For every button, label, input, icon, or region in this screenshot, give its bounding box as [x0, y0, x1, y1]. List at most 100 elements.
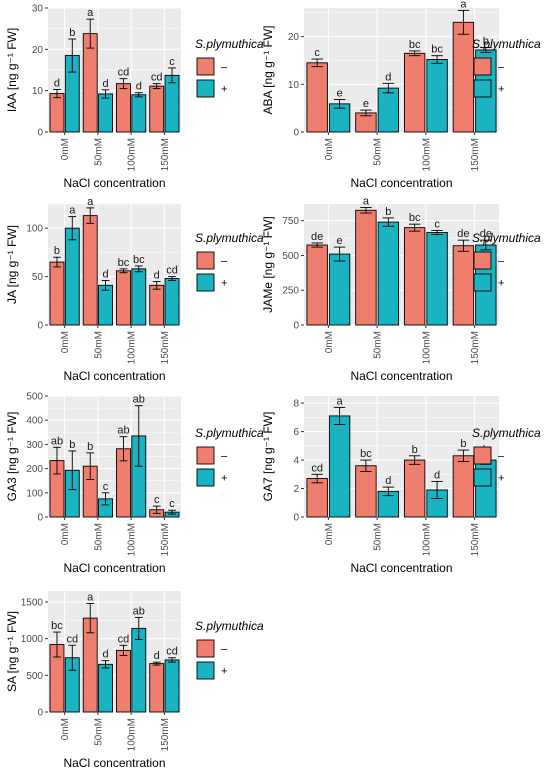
significance-letter: d — [136, 81, 142, 93]
chart-aba: 0 10 20 c e bc a e d bc b 0mM 50mM 100mM 150mM NaCl con… — [261, 0, 541, 190]
bar-plus — [328, 415, 351, 518]
significance-letter: ab — [117, 425, 129, 437]
y-tick-label: 100 — [26, 224, 43, 235]
y-tick-label: 30 — [32, 4, 44, 15]
bar-plus — [131, 268, 147, 326]
x-tick-label: 0mM — [324, 331, 335, 353]
bar-minus — [82, 215, 98, 326]
legend-title: S.plymuthica — [195, 37, 264, 51]
y-tick-label: 400 — [26, 416, 43, 427]
legend-key-minus — [196, 446, 215, 465]
legend-key-plus — [196, 273, 215, 292]
x-tick-label: 50mM — [93, 331, 104, 359]
significance-letter: d — [154, 269, 160, 281]
significance-letter: d — [385, 475, 391, 487]
legend-label: + — [221, 473, 227, 485]
x-tick-label: 100mM — [127, 718, 138, 751]
significance-letter: b — [87, 441, 93, 453]
significance-letter: d — [434, 469, 440, 481]
bar-minus — [403, 459, 426, 518]
bar-minus — [149, 284, 165, 326]
significance-letter: b — [54, 245, 60, 257]
significance-letter: a — [69, 205, 76, 217]
legend: S.plymuthica – + — [195, 231, 264, 292]
bar-minus — [116, 270, 131, 326]
bar-plus — [328, 253, 351, 326]
significance-letter: ab — [133, 605, 145, 617]
significance-letter: a — [363, 195, 370, 207]
significance-letter: bc — [409, 212, 421, 224]
y-tick-label: 0 — [293, 513, 299, 524]
significance-letter: d — [102, 78, 108, 90]
significance-letter: a — [87, 7, 94, 19]
y-tick-label: 4 — [293, 456, 299, 467]
significance-letter: c — [103, 481, 109, 493]
significance-letter: bc — [431, 44, 443, 56]
bar-minus — [306, 478, 328, 518]
y-tick-label: 100 — [26, 488, 43, 499]
legend-key-plus — [473, 273, 492, 292]
chart-iaa: 0 10 20 30 d a cd cd b d d c 0mM 50mM 100mM 150mM NaCl c… — [5, 4, 264, 191]
x-tick-label: 50mM — [373, 523, 384, 551]
x-tick-label: 0mM — [60, 523, 71, 545]
legend-label: – — [498, 62, 505, 74]
significance-letter: ab — [51, 435, 63, 447]
bar-plus — [64, 227, 80, 326]
legend-title: S.plymuthica — [195, 426, 264, 440]
legend: S.plymuthica – + — [195, 37, 264, 98]
significance-letter: d — [385, 71, 391, 83]
x-tick-label: 150mM — [470, 523, 481, 556]
x-tick-label: 0mM — [60, 331, 71, 353]
bar-minus — [452, 455, 475, 518]
bar-plus — [164, 74, 180, 133]
x-tick-label: 100mM — [127, 138, 138, 171]
legend-key-minus — [196, 57, 215, 76]
y-tick-label: 0 — [37, 321, 43, 332]
x-tick-label: 150mM — [160, 718, 171, 751]
legend-label: – — [221, 451, 228, 463]
y-axis-title: IAA [ng g⁻¹ FW] — [5, 28, 19, 112]
significance-letter: cd — [118, 67, 130, 79]
legend-key-minus — [196, 639, 215, 658]
bar-minus — [49, 261, 65, 326]
y-tick-label: 10 — [288, 80, 300, 91]
bar-plus — [131, 627, 147, 713]
y-axis-title: JA [ng g⁻¹ FW] — [5, 225, 19, 304]
legend-label: + — [498, 278, 504, 290]
y-tick-label: 500 — [282, 251, 299, 262]
y-axis-title: JAMe [ng g⁻¹ FW] — [261, 216, 275, 312]
significance-letter: a — [87, 591, 94, 603]
legend-key-minus — [473, 251, 492, 270]
x-tick-label: 0mM — [324, 138, 335, 160]
legend-key-plus — [196, 468, 215, 487]
significance-letter: d — [102, 268, 108, 280]
significance-letter: c — [169, 56, 175, 68]
y-tick-label: 500 — [26, 671, 43, 682]
y-tick-label: 500 — [26, 392, 43, 403]
bar-minus — [403, 52, 426, 133]
significance-letter: bc — [409, 39, 421, 51]
significance-letter: bc — [118, 257, 130, 269]
y-tick-label: 200 — [26, 464, 43, 475]
bar-minus — [116, 83, 131, 133]
legend-label: – — [221, 256, 228, 268]
significance-letter: de — [480, 228, 492, 240]
legend-label: – — [221, 644, 228, 656]
legend-key-minus — [196, 251, 215, 270]
significance-letter: cd — [166, 265, 178, 277]
x-tick-label: 150mM — [160, 138, 171, 171]
x-tick-label: 150mM — [160, 331, 171, 364]
legend-key-plus — [473, 468, 492, 487]
legend-label: – — [498, 451, 505, 463]
significance-letter: bc — [51, 620, 63, 632]
y-tick-label: 50 — [32, 272, 44, 283]
significance-letter: a — [337, 395, 344, 407]
significance-letter: b — [460, 438, 466, 450]
bar-minus — [306, 62, 328, 133]
significance-letter: cd — [118, 633, 130, 645]
legend: S.plymuthica – + — [472, 426, 541, 487]
significance-letter: e — [363, 98, 369, 110]
y-axis-title: ABA [ng g⁻¹ FW] — [261, 25, 275, 114]
